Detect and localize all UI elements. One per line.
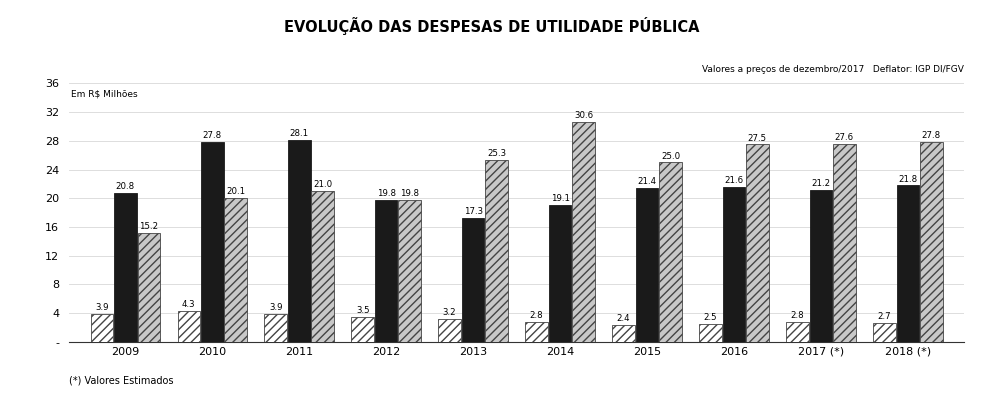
Bar — [659, 162, 682, 342]
Bar — [549, 205, 572, 342]
Bar — [810, 190, 832, 342]
Bar — [91, 314, 113, 342]
Text: 3.5: 3.5 — [356, 306, 370, 315]
Bar — [201, 142, 223, 342]
Bar — [311, 191, 334, 342]
Text: 2.5: 2.5 — [704, 313, 717, 322]
Bar — [375, 200, 398, 342]
Text: 2.8: 2.8 — [529, 311, 543, 320]
Bar — [525, 322, 548, 342]
Text: 3.9: 3.9 — [95, 303, 108, 312]
Bar — [138, 233, 160, 342]
Bar — [438, 319, 461, 342]
Text: 21.0: 21.0 — [313, 180, 333, 189]
Text: 25.3: 25.3 — [487, 149, 506, 158]
Bar — [896, 186, 919, 342]
Text: 17.3: 17.3 — [463, 207, 483, 216]
Text: 30.6: 30.6 — [574, 111, 593, 121]
Text: 19.8: 19.8 — [377, 189, 396, 198]
Bar — [351, 317, 374, 342]
Text: 27.5: 27.5 — [748, 134, 767, 143]
Bar — [485, 160, 508, 342]
Text: Em R$ Milhões: Em R$ Milhões — [72, 89, 138, 98]
Text: Valores a preços de dezembro/2017   Deflator: IGP DI/FGV: Valores a preços de dezembro/2017 Deflat… — [703, 65, 964, 74]
Text: 27.6: 27.6 — [834, 133, 854, 142]
Bar — [700, 324, 722, 342]
Bar — [461, 218, 484, 342]
Text: 20.1: 20.1 — [226, 187, 245, 196]
Text: 2.8: 2.8 — [790, 311, 804, 320]
Text: 19.8: 19.8 — [400, 189, 419, 198]
Bar — [833, 144, 856, 342]
Text: (*) Valores Estimados: (*) Valores Estimados — [69, 375, 173, 385]
Text: 21.6: 21.6 — [724, 176, 744, 185]
Text: 27.8: 27.8 — [922, 131, 941, 141]
Text: 21.8: 21.8 — [898, 175, 917, 183]
Bar — [612, 325, 635, 342]
Bar — [177, 311, 200, 342]
Bar — [786, 322, 809, 342]
Text: 15.2: 15.2 — [140, 222, 158, 231]
Bar — [288, 140, 311, 342]
Text: 28.1: 28.1 — [289, 129, 309, 138]
Bar — [746, 144, 769, 342]
Text: 3.2: 3.2 — [443, 308, 457, 317]
Text: 20.8: 20.8 — [116, 182, 135, 191]
Bar — [873, 323, 895, 342]
Bar — [636, 188, 658, 342]
Bar — [224, 198, 247, 342]
Bar — [399, 200, 421, 342]
Text: 2.7: 2.7 — [878, 312, 892, 321]
Bar — [114, 193, 137, 342]
Text: 21.4: 21.4 — [638, 178, 656, 186]
Bar — [722, 187, 745, 342]
Text: 2.4: 2.4 — [617, 314, 631, 323]
Text: 4.3: 4.3 — [182, 300, 196, 309]
Bar — [265, 314, 287, 342]
Text: 3.9: 3.9 — [269, 303, 282, 312]
Bar — [920, 142, 943, 342]
Text: 27.8: 27.8 — [203, 131, 221, 141]
Text: 19.1: 19.1 — [551, 194, 570, 203]
Text: 25.0: 25.0 — [661, 152, 680, 161]
Text: 21.2: 21.2 — [812, 179, 830, 188]
Text: EVOLUÇÃO DAS DESPESAS DE UTILIDADE PÚBLICA: EVOLUÇÃO DAS DESPESAS DE UTILIDADE PÚBLI… — [284, 17, 700, 35]
Bar — [573, 122, 595, 342]
